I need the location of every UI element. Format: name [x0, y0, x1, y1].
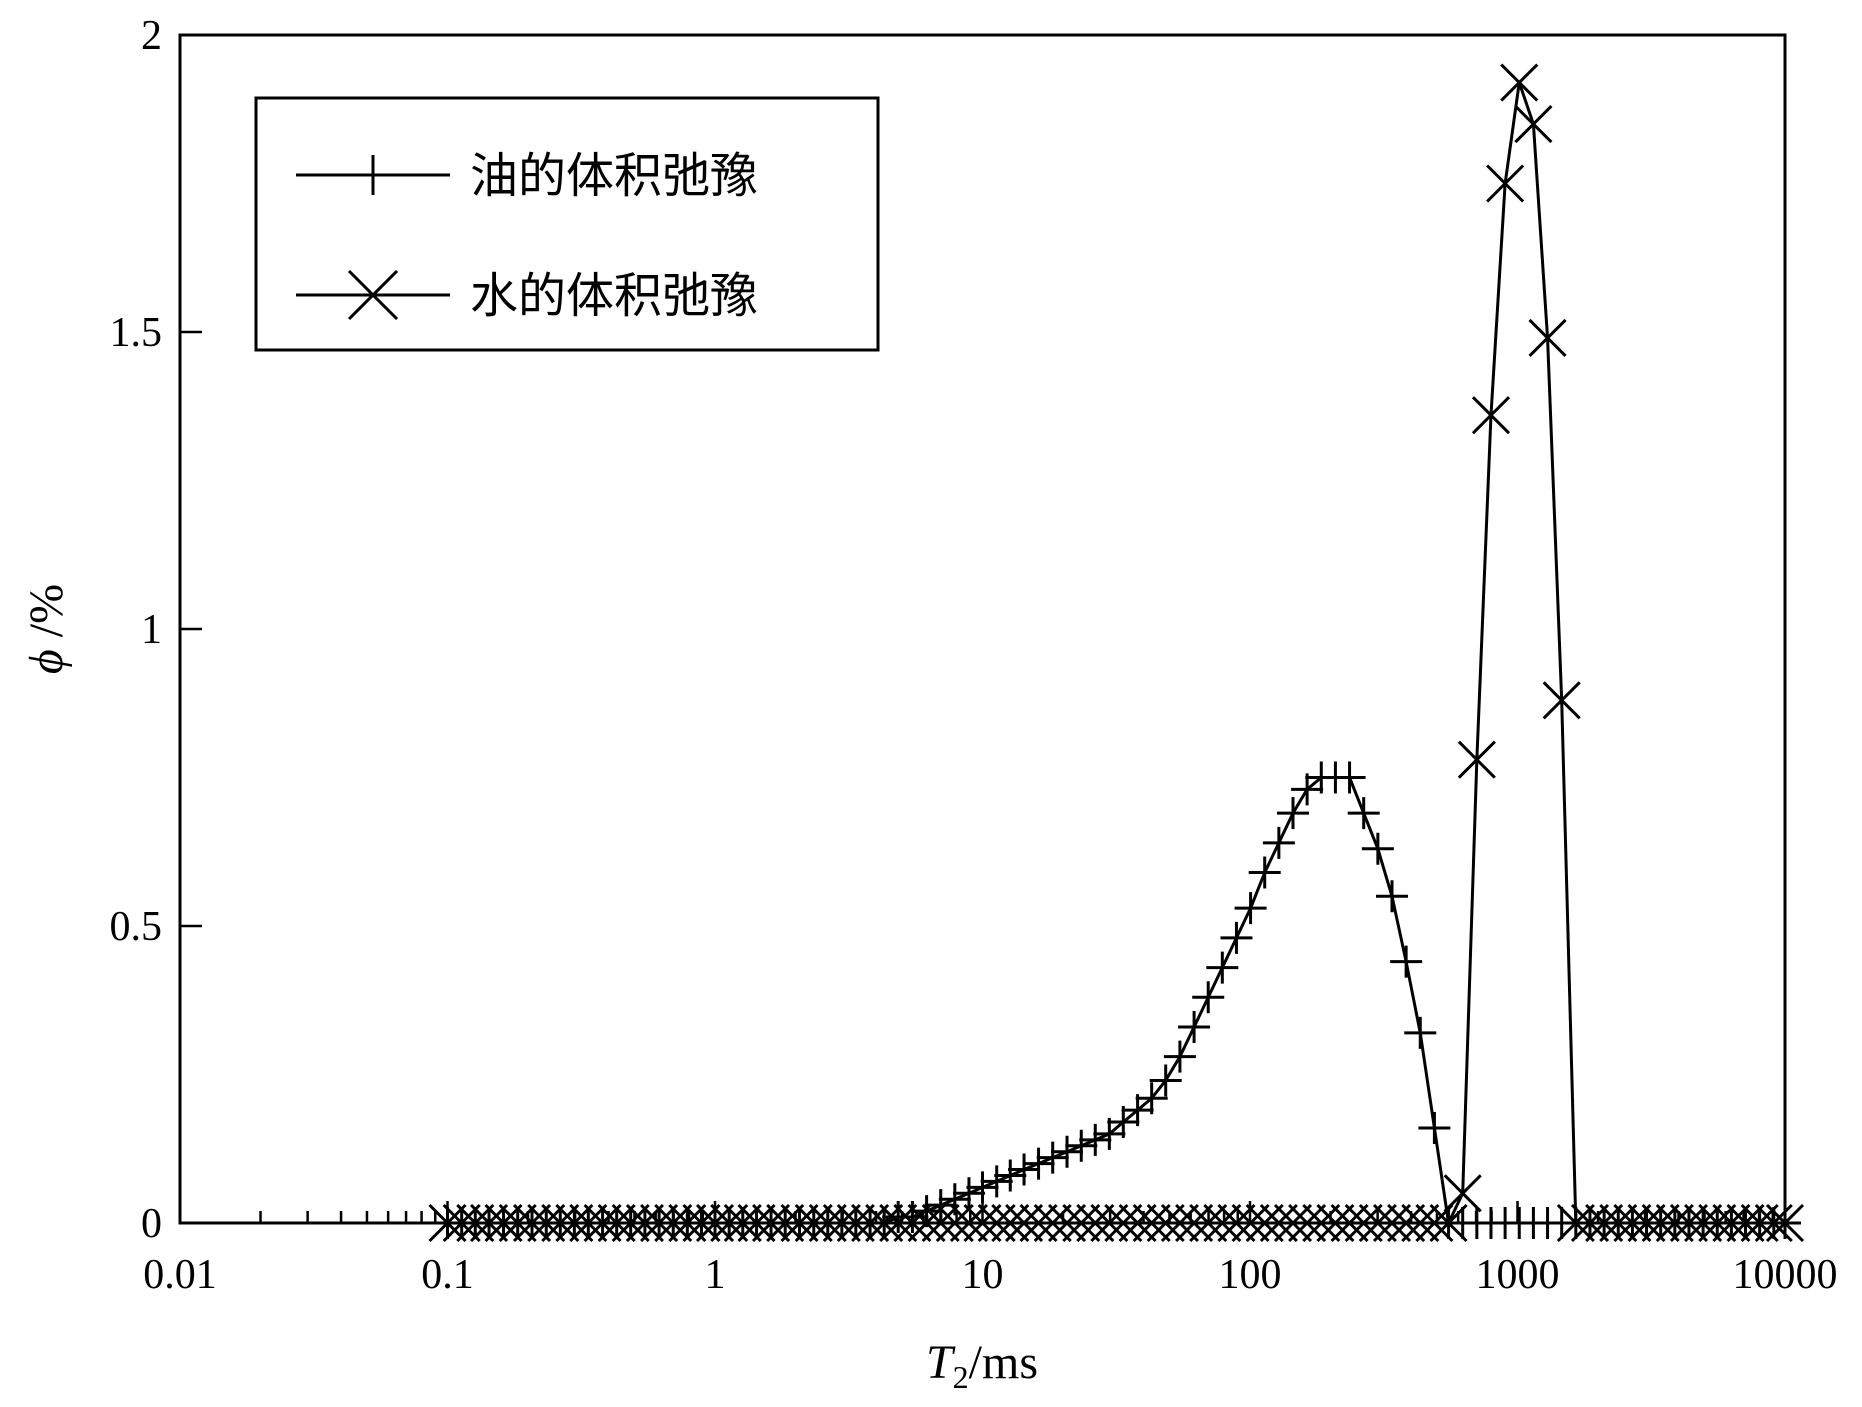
legend-label: 水的体积弛豫: [470, 270, 758, 323]
x-tick-label: 0.01: [143, 1252, 217, 1298]
data-point: [1008, 1153, 1041, 1186]
x-tick-label: 10000: [1733, 1252, 1838, 1298]
y-tick-label: 0.5: [110, 904, 163, 950]
data-point: [1486, 164, 1525, 203]
data-point: [1418, 1111, 1451, 1144]
data-point: [1163, 1040, 1196, 1073]
data-point: [1234, 892, 1267, 925]
data-point: [1457, 740, 1496, 779]
y-axis-title-unit: /%: [20, 584, 73, 649]
data-point: [1333, 761, 1366, 794]
x-axis-title: T2/ms: [926, 1336, 1038, 1395]
y-tick-label: 1.5: [110, 310, 163, 356]
data-point: [1376, 880, 1408, 913]
legend-plus-marker: [353, 155, 393, 195]
legend-entry: 油的体积弛豫: [296, 150, 758, 203]
data-point: [1065, 1129, 1098, 1162]
data-point: [1277, 797, 1310, 830]
data-point: [1500, 63, 1539, 102]
data-point: [1404, 1016, 1437, 1049]
plot-frame: [178, 33, 1787, 1225]
x-axis-title-main: T: [926, 1336, 956, 1389]
x-tick-label: 100: [1219, 1252, 1282, 1298]
y-tick-label: 2: [141, 13, 162, 59]
data-point: [1022, 1147, 1055, 1180]
data-point: [1542, 681, 1581, 720]
y-tick-label: 1: [141, 607, 162, 653]
legend-entry: 水的体积弛豫: [296, 269, 758, 323]
data-point: [1347, 797, 1380, 830]
data-point: [1135, 1082, 1168, 1115]
data-point: [1178, 1010, 1211, 1043]
y-tick-labels: 0 0.5 1 1.5 2: [110, 13, 163, 1247]
y-axis-title-symbol: ϕ: [20, 649, 73, 674]
data-point: [1149, 1064, 1182, 1097]
data-point: [1036, 1141, 1069, 1174]
data-point: [1390, 945, 1423, 978]
data-point: [952, 1177, 985, 1210]
data-point: [980, 1165, 1013, 1198]
legend-label: 油的体积弛豫: [470, 150, 758, 203]
data-point: [1528, 318, 1567, 358]
data-point: [1248, 856, 1281, 889]
data-point: [1220, 921, 1253, 954]
data-point: [1079, 1123, 1112, 1156]
x-tick-label: 1: [705, 1252, 726, 1298]
data-point: [1192, 981, 1225, 1014]
y-axis-title: ϕ /%: [20, 584, 73, 674]
x-tick-label: 1000: [1476, 1252, 1560, 1298]
data-point: [1471, 396, 1511, 435]
x-tick-label: 0.1: [421, 1252, 474, 1298]
x-tick-labels: 0.01 0.1 1 10 100 1000 10000: [143, 1252, 1837, 1298]
data-point: [966, 1171, 999, 1204]
data-point: [1051, 1135, 1084, 1168]
data-point: [994, 1159, 1027, 1192]
data-point: [1262, 826, 1295, 859]
x-axis-title-unit: /ms: [969, 1336, 1038, 1389]
data-point: [1443, 1174, 1482, 1213]
data-point: [1206, 951, 1239, 984]
x-tick-label: 10: [962, 1252, 1004, 1298]
data-point: [1361, 832, 1394, 865]
data-point: [1514, 105, 1553, 144]
data-point: [896, 1201, 929, 1234]
y-tick-label: 0: [141, 1201, 162, 1247]
legend-x-marker: [347, 269, 399, 321]
x-axis-title-sub: 2: [953, 1359, 969, 1395]
